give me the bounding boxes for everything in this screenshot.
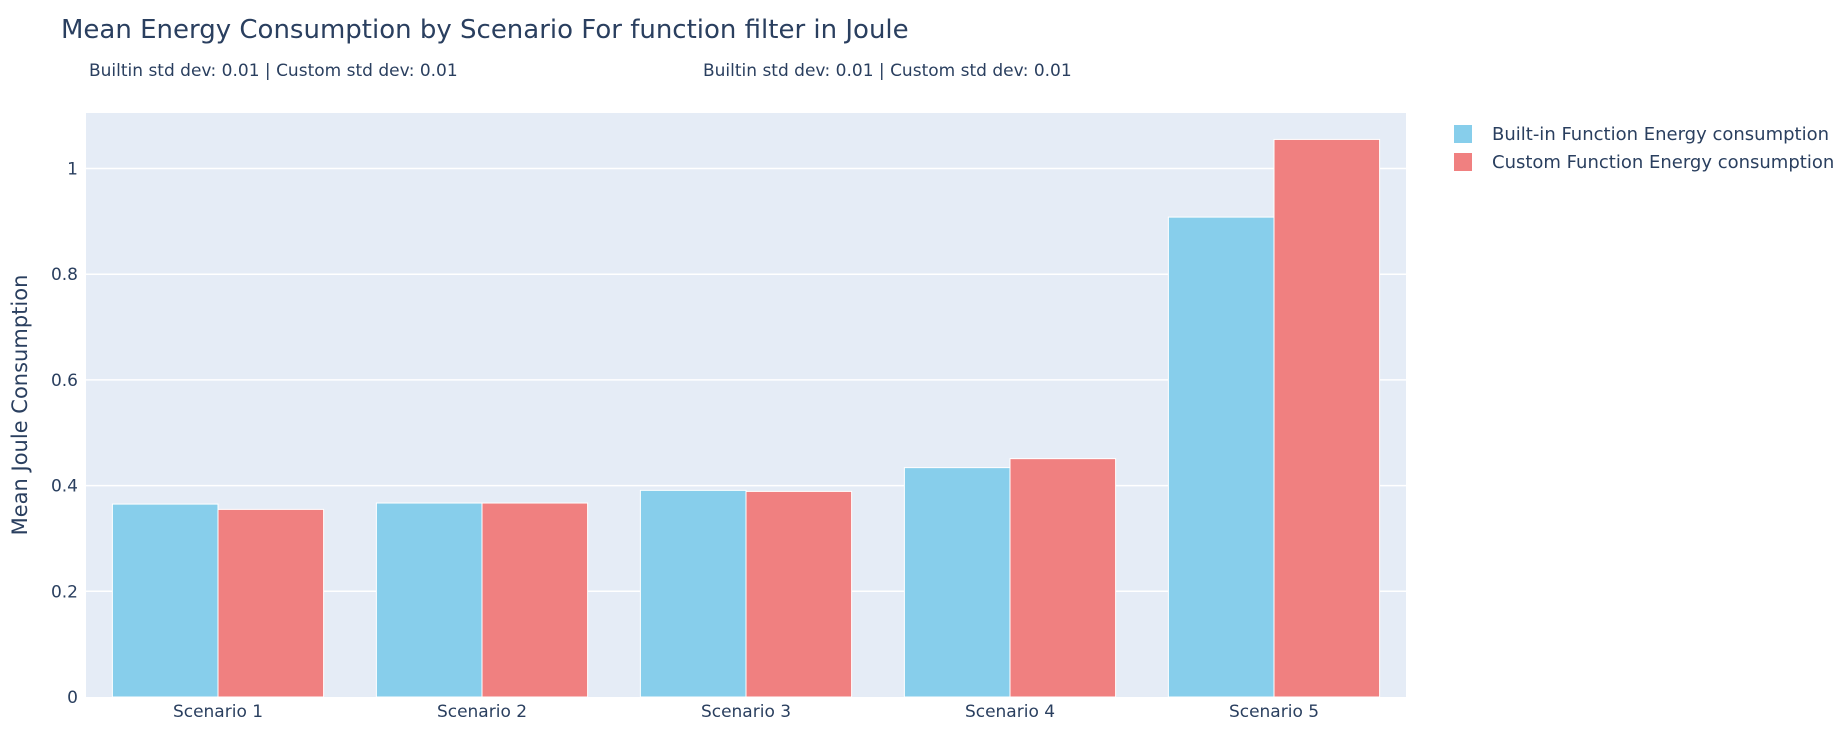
- bar-builtin-2[interactable]: [375, 502, 483, 698]
- bar-builtin-4[interactable]: [903, 467, 1011, 698]
- x-tick-label: Scenario 3: [701, 702, 791, 722]
- std-dev-annotation-2: Builtin std dev: 0.01 | Custom std dev: …: [703, 61, 1072, 81]
- y-tick-label: 0.4: [51, 477, 78, 497]
- bar-custom-2[interactable]: [481, 502, 589, 698]
- bar-custom-1[interactable]: [217, 508, 325, 698]
- bars: [111, 138, 1381, 698]
- x-tick-label: Scenario 2: [437, 702, 527, 722]
- std-dev-annotation-1: Builtin std dev: 0.01 | Custom std dev: …: [89, 61, 458, 81]
- bar-custom-5[interactable]: [1273, 138, 1381, 698]
- y-tick-label: 0.2: [51, 582, 78, 602]
- y-axis-label: Mean Joule Consumption: [8, 275, 32, 536]
- bar-custom-3[interactable]: [745, 490, 853, 698]
- y-tick-label: 0.8: [51, 265, 78, 285]
- y-axis-ticks: 0 0.2 0.4 0.6 0.8 1: [51, 159, 78, 708]
- legend-label[interactable]: Built-in Function Energy consumption: [1492, 124, 1829, 145]
- bar-builtin-1[interactable]: [111, 503, 219, 698]
- chart-title: Mean Energy Consumption by Scenario For …: [61, 15, 909, 45]
- bar-builtin-5[interactable]: [1167, 216, 1275, 698]
- bar-custom-4[interactable]: [1009, 458, 1117, 698]
- x-tick-label: Scenario 4: [965, 702, 1055, 722]
- legend-label[interactable]: Custom Function Energy consumption: [1492, 152, 1834, 173]
- bar-builtin-3[interactable]: [639, 489, 747, 698]
- legend-swatch[interactable]: [1454, 125, 1472, 143]
- y-tick-label: 0: [67, 688, 78, 708]
- legend[interactable]: Built-in Function Energy consumption Cust…: [1454, 124, 1834, 173]
- legend-swatch[interactable]: [1454, 153, 1472, 171]
- y-tick-label: 0.6: [51, 371, 78, 391]
- x-axis-ticks: Scenario 1 Scenario 2 Scenario 3 Scenario 4…: [173, 702, 1319, 722]
- x-tick-label: Scenario 5: [1229, 702, 1319, 722]
- y-tick-label: 1: [67, 159, 78, 179]
- x-tick-label: Scenario 1: [173, 702, 263, 722]
